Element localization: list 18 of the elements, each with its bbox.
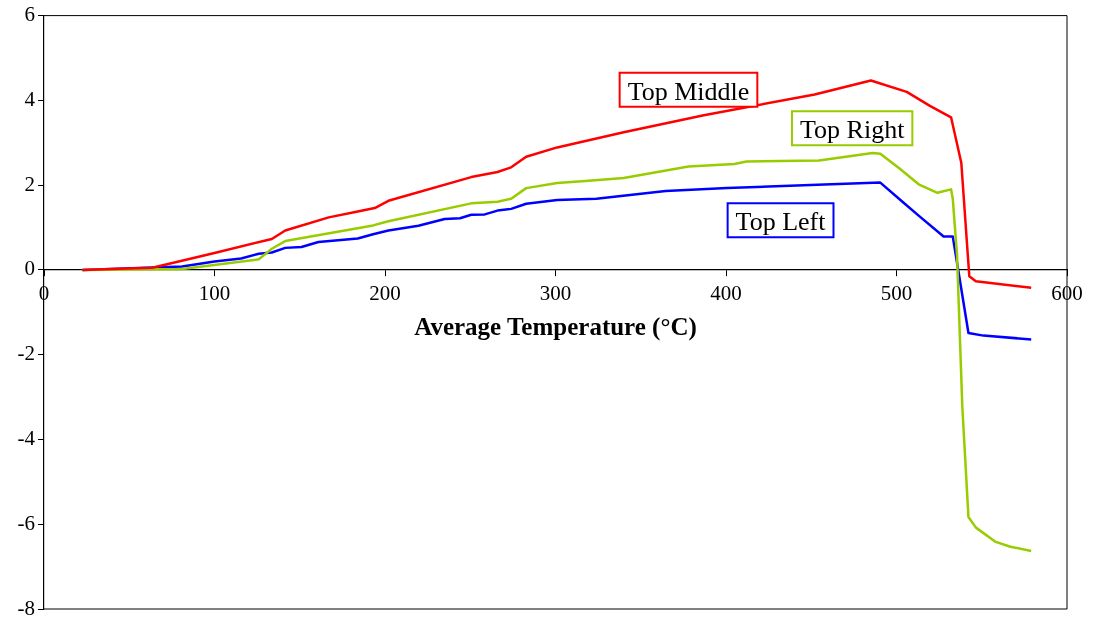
y-tick-label: -6: [17, 510, 35, 535]
x-tick-label: 600: [1051, 281, 1083, 306]
series-label: Top Right: [799, 115, 906, 145]
x-tick-label: 300: [539, 281, 572, 306]
series-label: Top Middle: [627, 76, 750, 106]
x-tick-label: 100: [198, 281, 231, 306]
y-tick-label: 0: [24, 256, 35, 281]
y-tick-label: 4: [24, 86, 36, 111]
x-tick-label: 200: [369, 281, 401, 306]
y-tick-label: -4: [17, 425, 36, 450]
y-tick-label: 6: [24, 2, 35, 27]
x-axis-title: Average Temperature (°C): [414, 312, 697, 341]
y-tick-label: -2: [17, 341, 35, 366]
x-tick-label: 500: [880, 281, 913, 306]
y-tick-label: 2: [24, 171, 35, 196]
y-tick-label: -8: [17, 595, 35, 620]
x-tick-label: 400: [710, 281, 742, 306]
series-label: Top Left: [735, 207, 827, 237]
